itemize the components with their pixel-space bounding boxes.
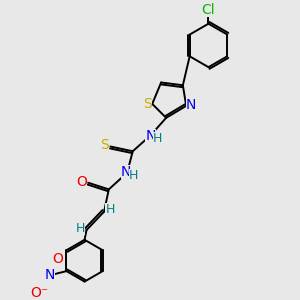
Text: O: O xyxy=(52,252,63,266)
Text: N: N xyxy=(45,268,55,282)
Text: N: N xyxy=(186,98,196,112)
Text: H: H xyxy=(153,132,162,145)
Text: Cl: Cl xyxy=(202,3,215,17)
Text: O⁻: O⁻ xyxy=(30,286,49,300)
Text: N: N xyxy=(146,129,156,143)
Text: N: N xyxy=(121,165,131,179)
Text: H: H xyxy=(129,169,138,182)
Text: H: H xyxy=(76,222,85,235)
Text: O: O xyxy=(76,175,88,189)
Text: H: H xyxy=(106,203,115,217)
Text: S: S xyxy=(143,98,152,112)
Text: S: S xyxy=(100,138,109,152)
